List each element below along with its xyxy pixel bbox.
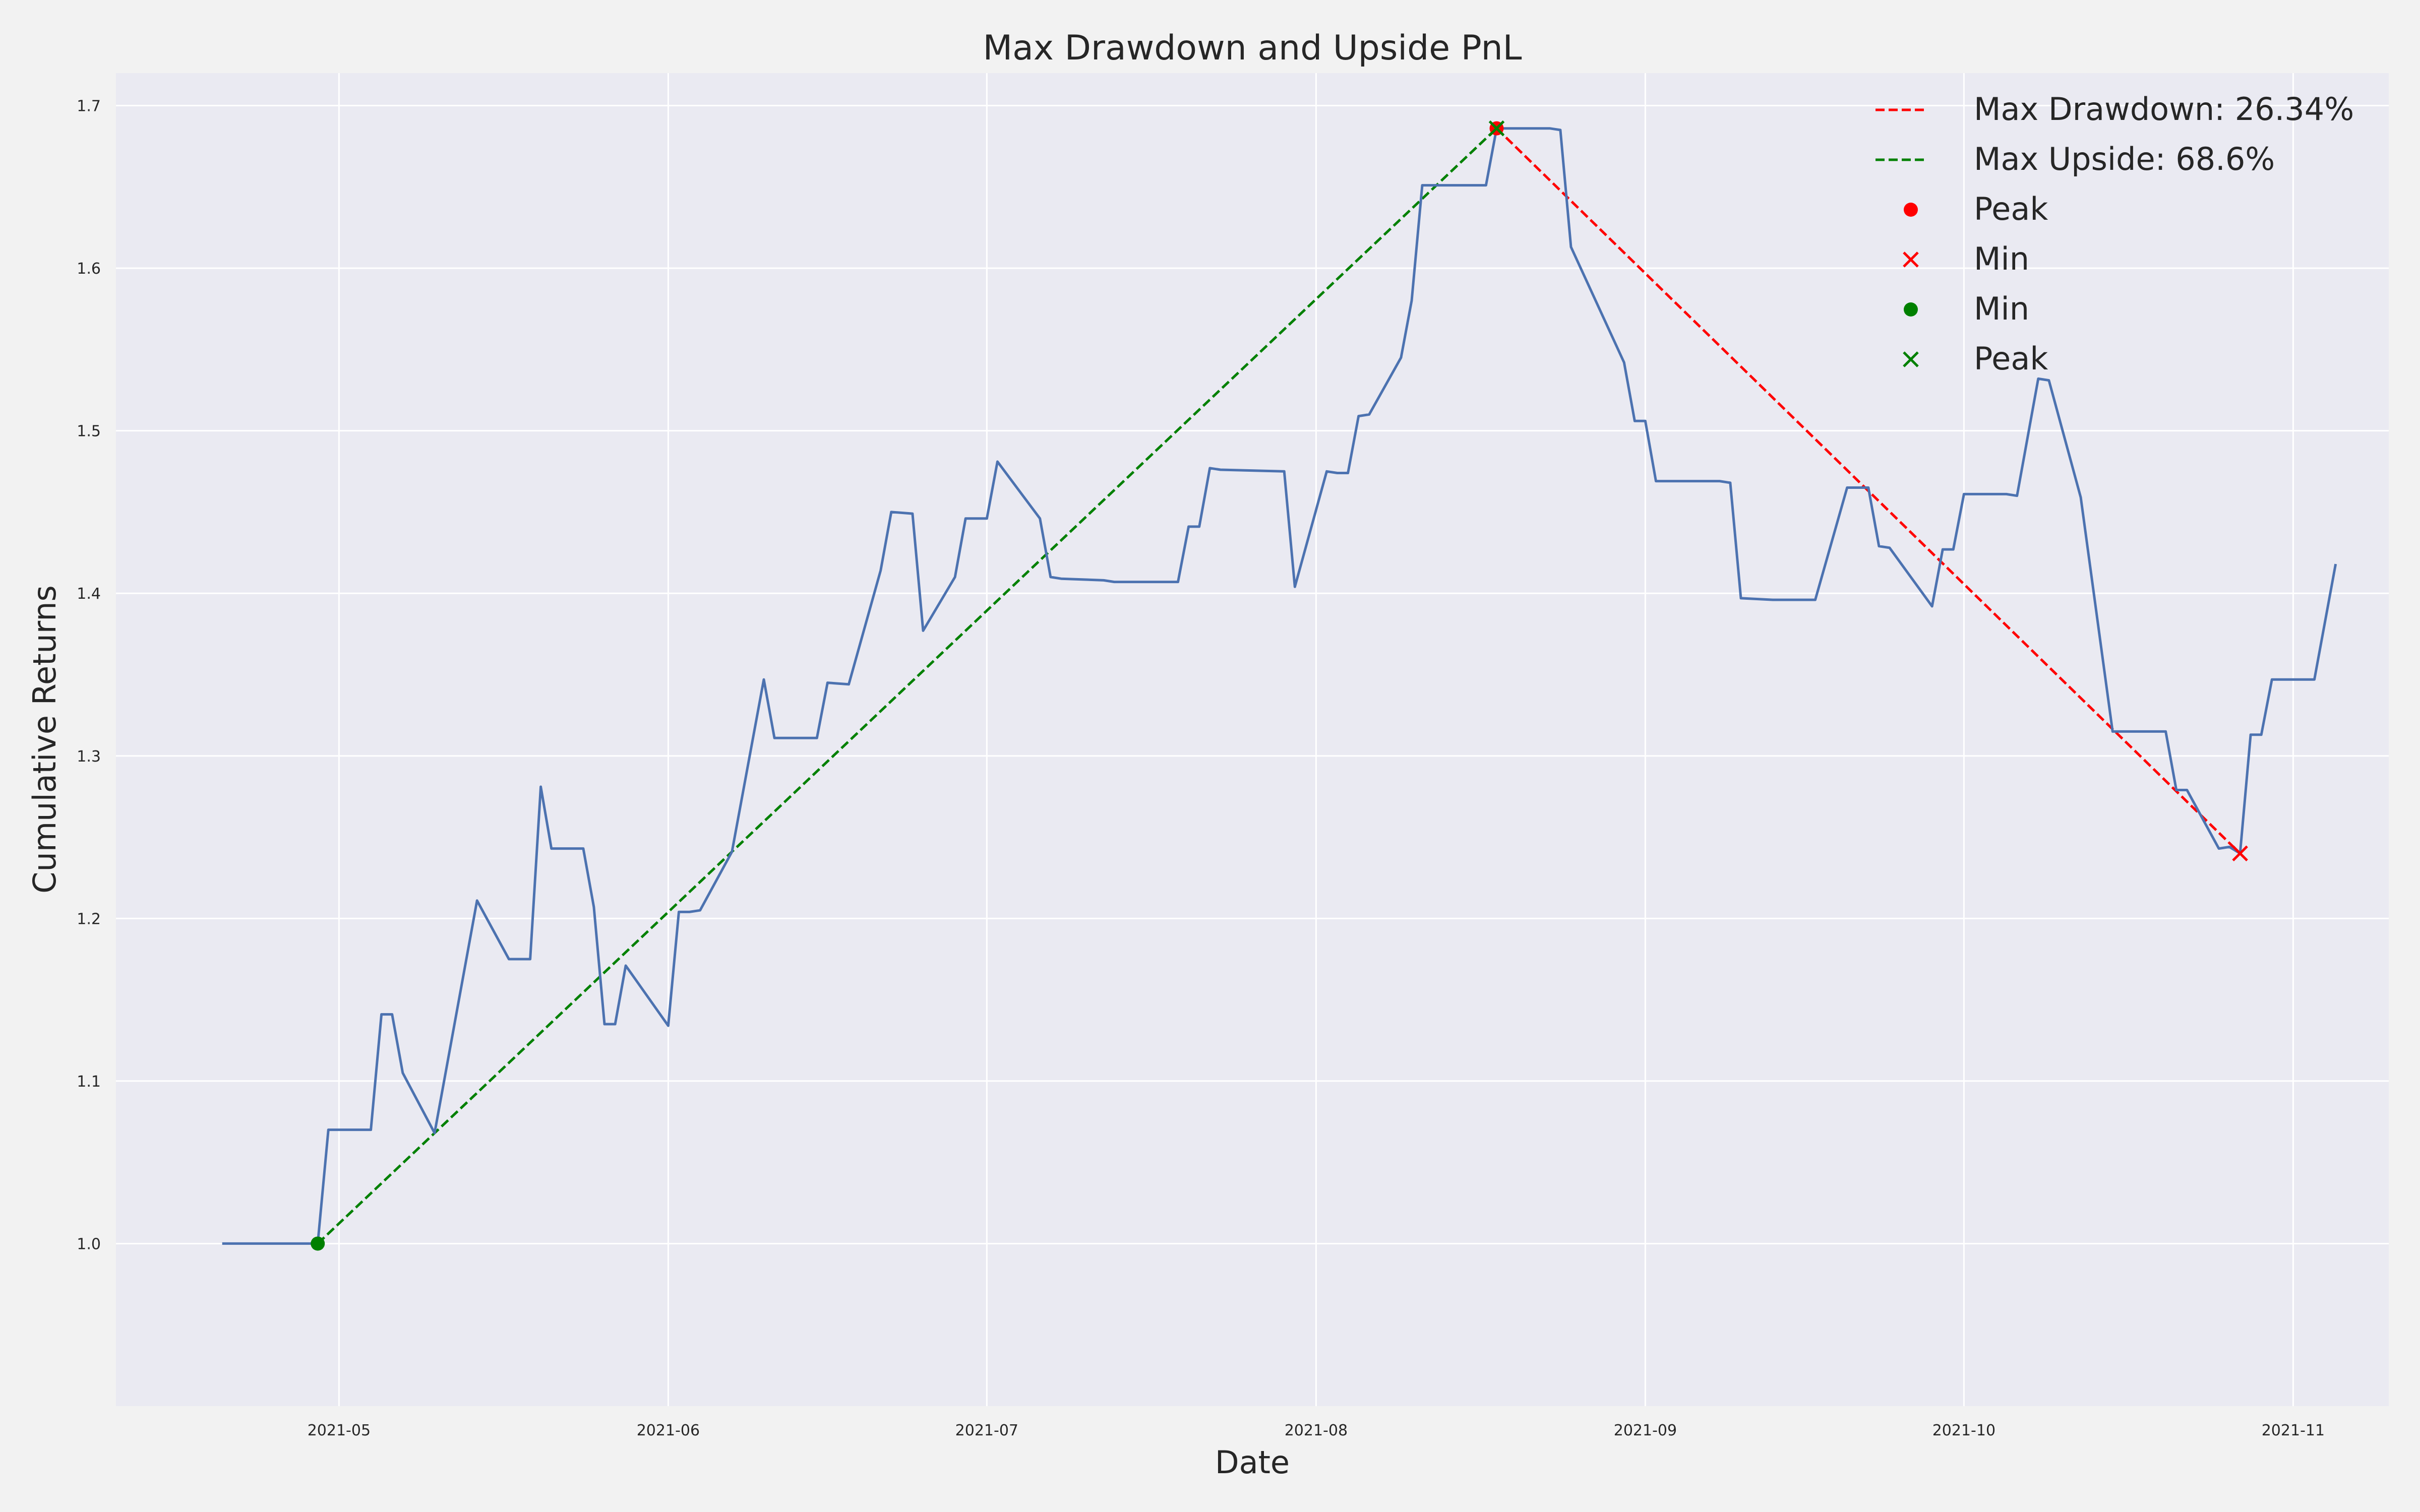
legend-label: Peak [1974, 191, 2048, 227]
legend-marker-swatch [1904, 203, 1918, 217]
grid [116, 73, 2389, 1406]
x-tick-labels: 2021-05 2021-06 2021-07 2021-08 2021-09 2021-… [308, 1422, 2325, 1439]
markers-group [311, 120, 2248, 1251]
y-tick-label: 1.2 [77, 910, 101, 928]
x-axis-label: Date [1215, 1444, 1290, 1481]
legend-label: Peak [1974, 340, 2048, 377]
legend: Max Drawdown: 26.34% Max Upside: 68.6% Pea… [1876, 91, 2354, 377]
chart-title: Max Drawdown and Upside PnL [983, 28, 1522, 68]
x-tick-label: 2021-08 [1285, 1422, 1348, 1439]
y-tick-label: 1.4 [77, 585, 101, 603]
legend-label: Min [1974, 290, 2029, 327]
y-tick-label: 1.3 [77, 748, 101, 766]
y-tick-labels: 1.0 1.1 1.2 1.3 1.4 1.5 1.6 1.7 [77, 98, 101, 1253]
green-peak-marker [1488, 120, 1505, 137]
y-tick-label: 1.5 [77, 423, 101, 440]
x-tick-label: 2021-10 [1932, 1422, 1995, 1439]
legend-label: Max Drawdown: 26.34% [1974, 91, 2354, 128]
x-tick-label: 2021-11 [2262, 1422, 2325, 1439]
red-min-marker [2232, 845, 2248, 862]
x-tick-label: 2021-07 [955, 1422, 1018, 1439]
legend-label: Max Upside: 68.6% [1974, 141, 2275, 177]
y-tick-label: 1.6 [77, 260, 101, 278]
plot-area [116, 73, 2389, 1406]
y-tick-label: 1.7 [77, 98, 101, 115]
legend-marker-swatch [1903, 351, 1919, 367]
legend-marker-swatch [1903, 251, 1919, 268]
y-tick-label: 1.1 [77, 1073, 101, 1091]
legend-marker-swatch [1904, 302, 1918, 317]
series-group [222, 127, 2337, 1245]
x-tick-label: 2021-09 [1614, 1422, 1677, 1439]
max-upside-line [317, 127, 1498, 1245]
legend-label: Min [1974, 240, 2029, 277]
green-min-marker [311, 1236, 325, 1251]
x-tick-label: 2021-06 [637, 1422, 700, 1439]
y-axis-label: Cumulative Returns [26, 585, 63, 894]
y-tick-label: 1.0 [77, 1235, 101, 1253]
cumulative-returns-line [222, 127, 2337, 1245]
x-tick-label: 2021-05 [308, 1422, 371, 1439]
